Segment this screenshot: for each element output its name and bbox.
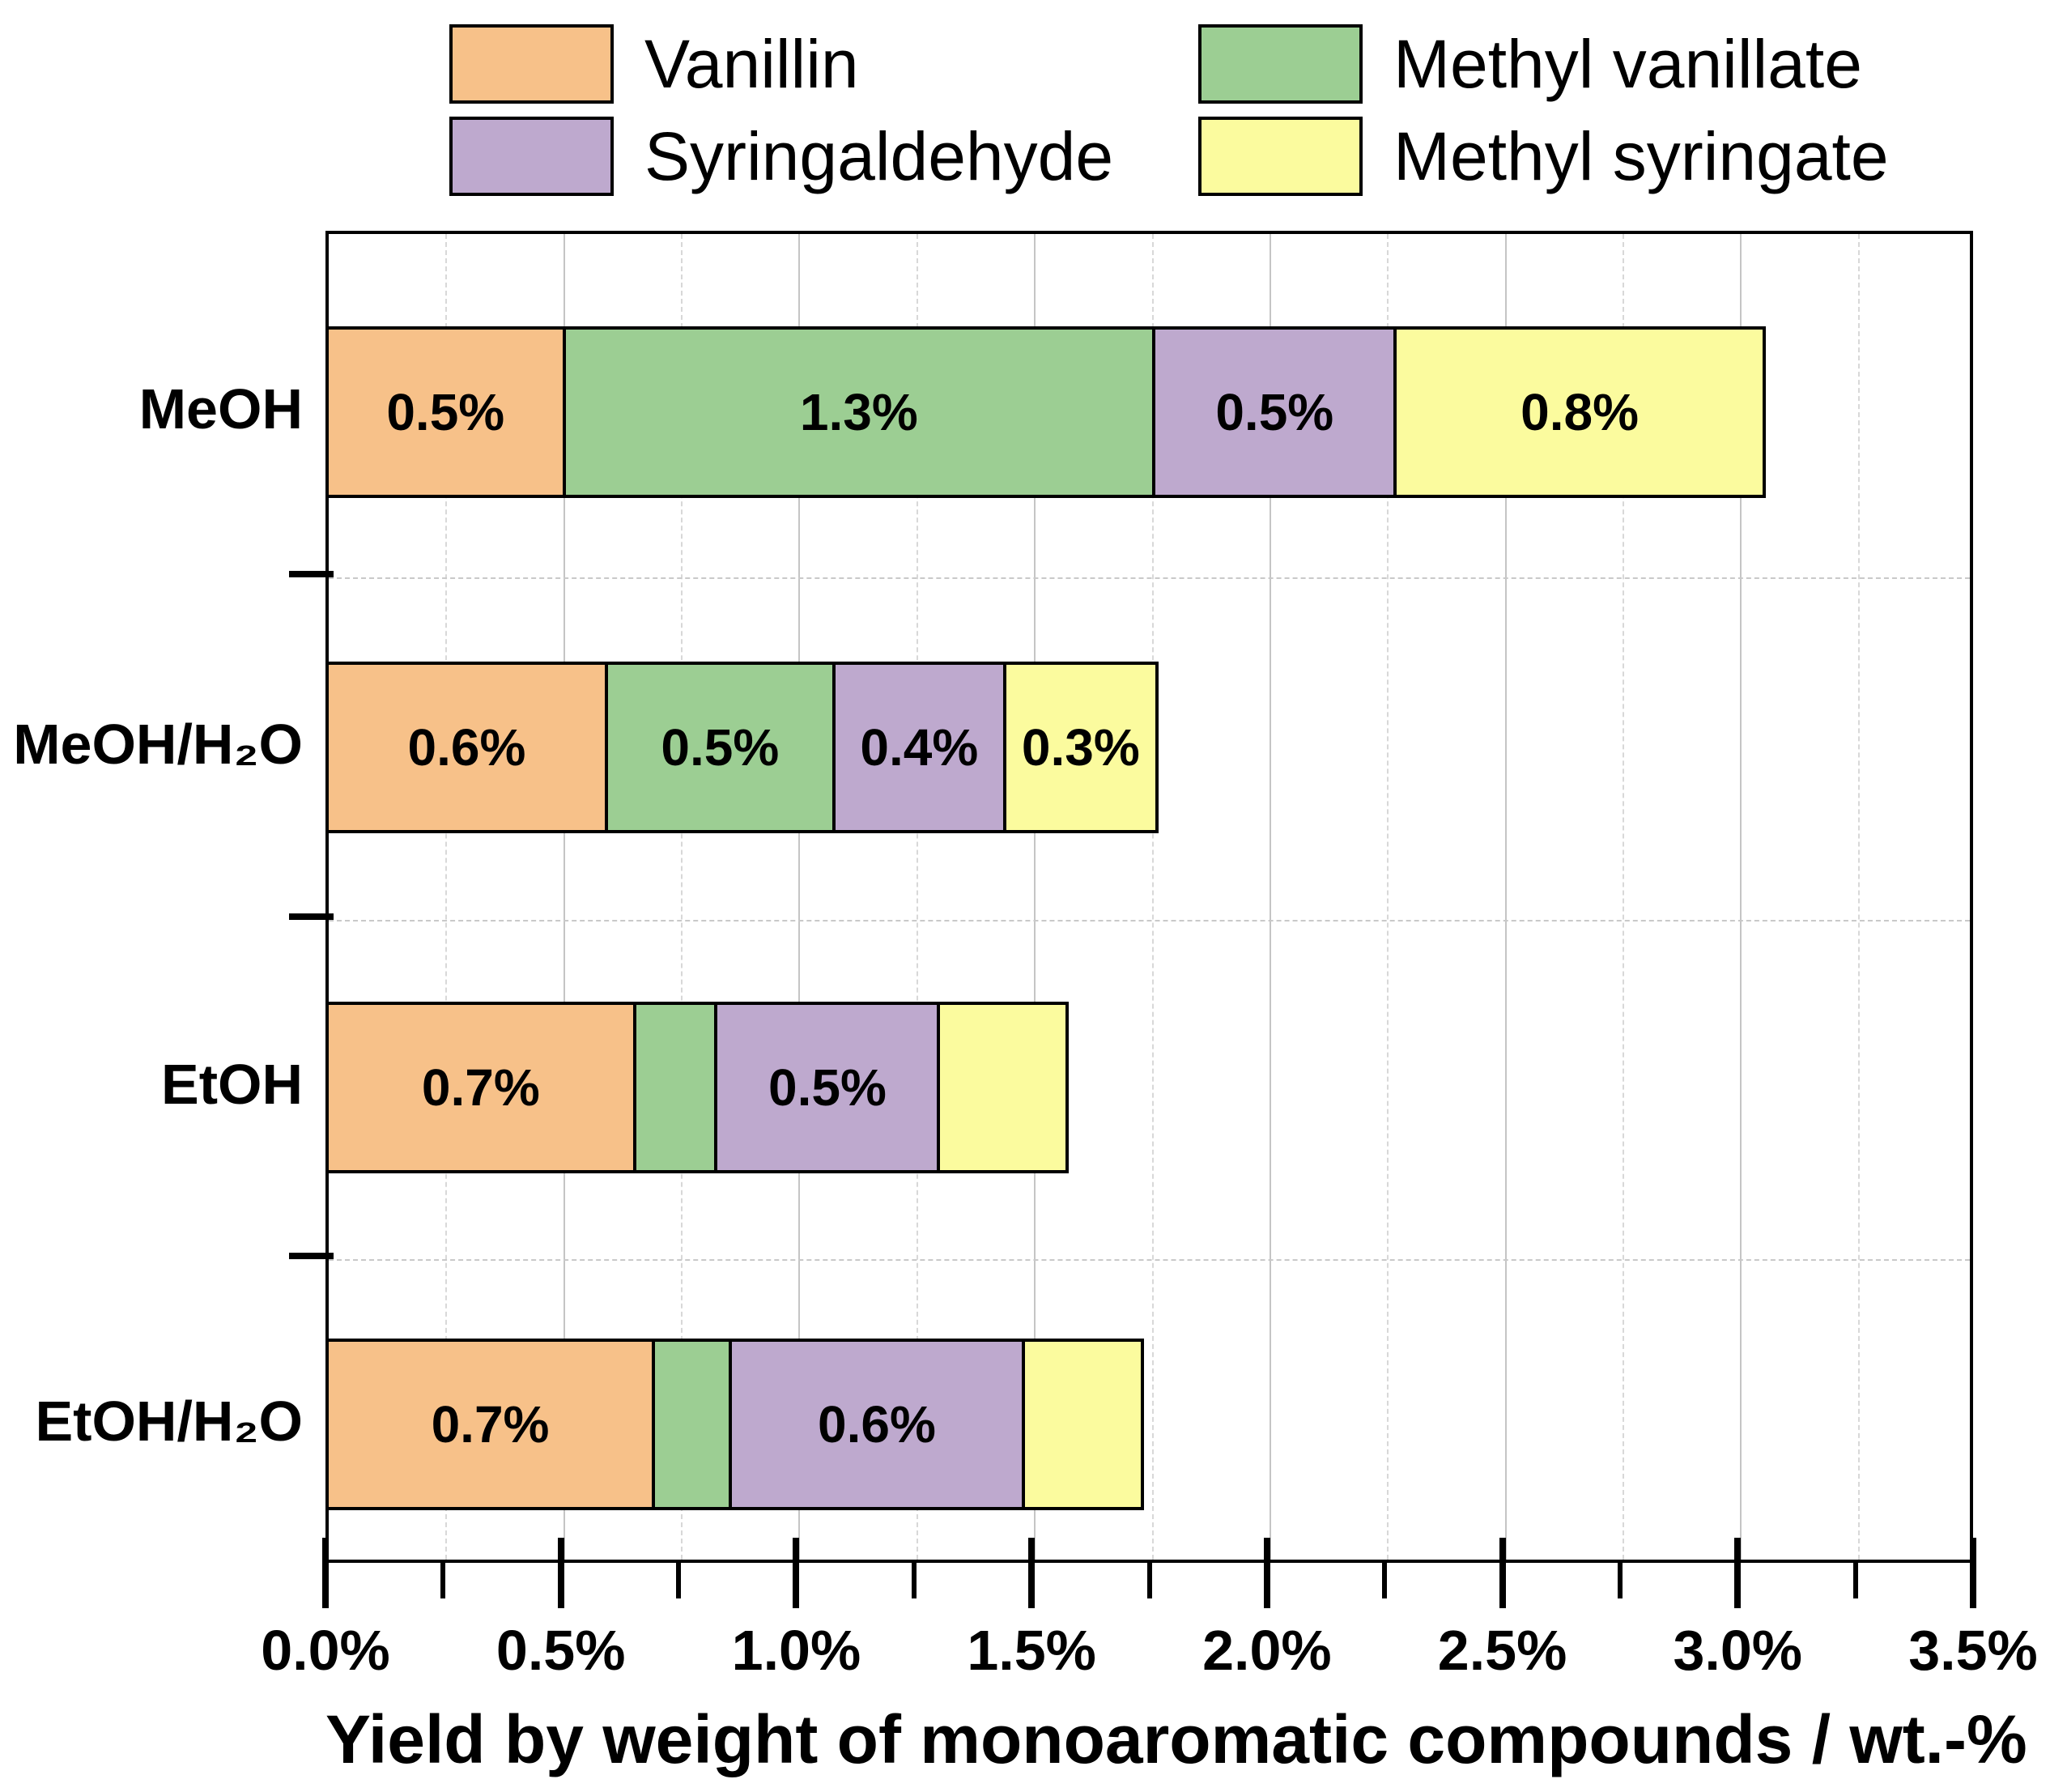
gridline-minor: [1622, 234, 1624, 1560]
bar-segment-label: 0.5%: [386, 383, 505, 441]
x-axis-major-tick: [1734, 1538, 1742, 1608]
bar-segment: 0.6%: [728, 1339, 1026, 1510]
bar-segment-label: 0.8%: [1520, 383, 1640, 441]
category-label: MeOH: [138, 377, 303, 441]
legend-label: Syringaldehyde: [644, 118, 1114, 194]
gridline-major: [798, 234, 801, 1560]
bar-row: 0.7% 0.5%: [325, 1002, 1070, 1173]
bar-segment-label: 1.3%: [799, 383, 918, 441]
category-separator: [329, 920, 1970, 922]
gridline-minor: [681, 234, 683, 1560]
bar-segment-label: 0.7%: [421, 1058, 540, 1117]
x-tick-label: 0.0%: [261, 1619, 390, 1682]
x-axis-minor-tick: [1146, 1563, 1152, 1598]
bar-segment-label: 0.4%: [860, 718, 979, 777]
bar-row: 0.5% 1.3% 0.5% 0.8%: [325, 326, 1766, 498]
x-axis-major-tick: [1499, 1538, 1506, 1608]
x-tick-label: 1.0%: [731, 1619, 861, 1682]
x-axis-minor-tick: [1852, 1563, 1858, 1598]
legend-label: Vanillin: [644, 26, 859, 102]
x-axis-minor-tick: [1617, 1563, 1623, 1598]
category-separator: [329, 577, 1970, 579]
bar-segment: [632, 1002, 718, 1173]
bar-segment: 0.7%: [325, 1002, 636, 1173]
bar-segment-label: 0.5%: [661, 718, 780, 777]
x-axis-major-tick: [1028, 1538, 1036, 1608]
bar-segment-label: 0.5%: [768, 1058, 887, 1117]
legend-item: Syringaldehyde: [449, 117, 1198, 196]
category-label: EtOH/H₂O: [35, 1390, 303, 1453]
x-axis-major-tick: [1970, 1538, 1976, 1608]
x-tick-label: 3.0%: [1673, 1619, 1803, 1682]
bar-segment: 0.5%: [1152, 326, 1397, 498]
legend-swatch: [449, 117, 614, 196]
x-axis-minor-tick: [676, 1563, 682, 1598]
bar-segment: 0.3%: [1002, 662, 1159, 833]
bar-segment: [937, 1002, 1070, 1173]
x-axis-major-tick: [1263, 1538, 1270, 1608]
legend: Vanillin Methyl vanillate Syringaldehyde Me…: [449, 24, 1889, 196]
gridline-major: [1034, 234, 1036, 1560]
x-axis-major-tick: [557, 1538, 564, 1608]
bar-row: 0.6% 0.5% 0.4% 0.3%: [325, 662, 1159, 833]
gridline-major: [1740, 234, 1742, 1560]
bar-segment: 0.7%: [325, 1339, 655, 1510]
bar-segment: 0.4%: [831, 662, 1006, 833]
x-axis-major-tick: [322, 1538, 329, 1608]
x-tick-label: 2.5%: [1437, 1619, 1567, 1682]
bar-row: 0.7% 0.6%: [325, 1339, 1145, 1510]
x-axis-title: Yield by weight of monoaromatic compound…: [325, 1701, 2027, 1777]
y-axis-minor-tick: [289, 913, 334, 920]
bar-segment-label: 0.3%: [1021, 718, 1140, 777]
legend-label: Methyl syringate: [1393, 118, 1889, 194]
y-axis-minor-tick: [289, 571, 334, 577]
x-axis-minor-tick: [911, 1563, 917, 1598]
x-tick-label: 1.5%: [967, 1619, 1096, 1682]
gridline-minor: [1857, 234, 1860, 1560]
y-axis-minor-tick: [289, 1253, 334, 1259]
gridline-major: [1269, 234, 1271, 1560]
bar-segment-label: 0.6%: [818, 1395, 936, 1454]
category-label: EtOH: [161, 1053, 303, 1116]
bar-segment: [652, 1339, 732, 1510]
bar-segment: 0.5%: [604, 662, 836, 833]
category-label: MeOH/H₂O: [13, 713, 303, 776]
bar-segment-label: 0.6%: [407, 718, 526, 777]
legend-swatch: [1198, 24, 1363, 104]
x-axis-minor-tick: [440, 1563, 446, 1598]
x-tick-label: 2.0%: [1202, 1619, 1332, 1682]
category-separator: [329, 1259, 1970, 1261]
legend-item: Methyl syringate: [1198, 117, 1889, 196]
bar-segment-label: 0.7%: [431, 1395, 550, 1454]
bar-segment: 1.3%: [562, 326, 1156, 498]
legend-label: Methyl vanillate: [1393, 26, 1862, 102]
bar-segment: 0.8%: [1393, 326, 1766, 498]
x-axis-major-tick: [793, 1538, 800, 1608]
legend-item: Vanillin: [449, 24, 1198, 104]
legend-swatch: [1198, 117, 1363, 196]
gridline-minor: [916, 234, 918, 1560]
gridline-minor: [445, 234, 448, 1560]
x-tick-label: 0.5%: [495, 1619, 626, 1682]
bar-segment: 0.5%: [325, 326, 566, 498]
bar-segment: 0.6%: [325, 662, 608, 833]
bar-segment-label: 0.5%: [1215, 383, 1334, 441]
bar-segment: 0.5%: [714, 1002, 941, 1173]
gridline-major: [1504, 234, 1507, 1560]
legend-swatch: [449, 24, 614, 104]
gridline-minor: [1387, 234, 1389, 1560]
x-tick-label: 3.5%: [1908, 1619, 2038, 1682]
bar-segment: [1022, 1339, 1145, 1510]
x-axis-minor-tick: [1382, 1563, 1388, 1598]
plot-area: 0.5% 1.3% 0.5% 0.8% 0.6% 0.5% 0.4% 0.3% 0.7% 0.5%…: [325, 231, 1973, 1563]
gridline-minor: [1151, 234, 1154, 1560]
legend-item: Methyl vanillate: [1198, 24, 1889, 104]
gridline-major: [563, 234, 565, 1560]
